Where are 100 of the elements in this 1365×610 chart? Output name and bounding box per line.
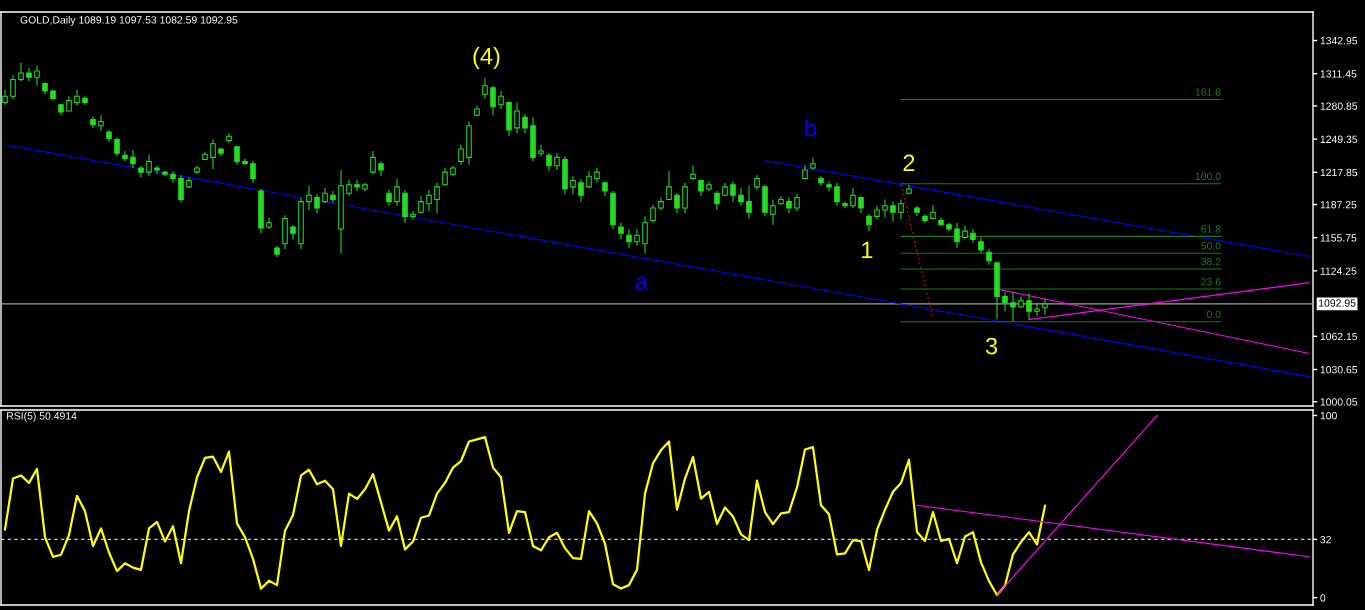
candlestick <box>218 147 224 157</box>
candlestick <box>826 181 832 192</box>
candlestick <box>698 178 704 197</box>
candlestick <box>770 199 776 226</box>
candlestick <box>362 182 368 192</box>
candlestick <box>658 196 664 211</box>
y-tick-label: 32 <box>1320 535 1332 544</box>
candlestick <box>18 62 24 83</box>
y-tick-label: 1249.35 <box>1320 135 1358 143</box>
candlestick <box>706 181 712 192</box>
candlestick <box>42 82 48 95</box>
candlestick <box>594 167 600 184</box>
candlestick <box>482 77 488 99</box>
candlestick <box>250 160 256 184</box>
series-label: 0.0 <box>1206 310 1221 318</box>
candlestick <box>570 175 576 195</box>
annotation: (4) <box>473 47 500 70</box>
candlestick <box>202 151 208 161</box>
candlestick <box>970 228 976 244</box>
candlestick <box>578 178 584 203</box>
candlestick <box>690 165 696 181</box>
candlestick <box>882 199 888 218</box>
y-tick-label: 0 <box>1320 594 1326 602</box>
candlestick <box>818 175 824 187</box>
candlestick <box>146 153 152 177</box>
candlestick <box>618 222 624 241</box>
candlestick <box>346 178 352 197</box>
candlestick <box>914 205 920 217</box>
candlestick <box>458 144 464 166</box>
candlestick <box>282 214 288 250</box>
candlestick <box>330 190 336 204</box>
candlestick <box>434 182 440 214</box>
candlestick <box>666 170 672 201</box>
candlestick <box>874 205 880 221</box>
candlestick <box>522 113 528 134</box>
candlestick <box>810 156 816 171</box>
candlestick <box>82 95 88 106</box>
candlestick <box>426 189 432 212</box>
candlestick <box>242 157 248 166</box>
candlestick <box>50 89 56 102</box>
candlestick <box>514 102 520 134</box>
candlestick <box>890 201 896 223</box>
candlestick <box>98 114 104 132</box>
y-tick-label: 1342.95 <box>1320 37 1358 45</box>
candlestick <box>274 245 280 258</box>
candlestick <box>546 152 552 172</box>
candlestick <box>402 189 408 224</box>
candlestick <box>410 210 416 221</box>
candlestick <box>674 192 680 214</box>
chart-title: GOLD,Daily 1089.19 1097.53 1082.59 1092.95 <box>20 15 238 26</box>
annotation: a <box>635 276 648 290</box>
candlestick <box>930 204 936 221</box>
candlestick <box>642 215 648 254</box>
y-tick-label: 100 <box>1320 411 1337 420</box>
candlestick <box>122 150 128 163</box>
candlestick <box>442 167 448 187</box>
candlestick <box>1042 298 1048 316</box>
candlestick <box>114 136 120 157</box>
candlestick <box>130 149 136 169</box>
candlestick <box>802 164 808 181</box>
candlestick <box>386 189 392 207</box>
y-tick-label: 1217.85 <box>1320 168 1358 177</box>
candlestick <box>722 182 728 197</box>
candlestick <box>226 132 232 144</box>
candlestick <box>866 213 872 232</box>
candlestick <box>978 236 984 254</box>
candlestick <box>682 182 688 214</box>
candlestick <box>2 89 8 106</box>
candlestick <box>850 187 856 209</box>
candlestick <box>714 190 720 211</box>
annotation: 1 <box>862 241 873 259</box>
candlestick <box>898 199 904 221</box>
candlestick <box>26 67 32 83</box>
candlestick <box>730 181 736 203</box>
candlestick <box>738 187 744 207</box>
line-series <box>3 436 1047 597</box>
series-label: 161.8 <box>1195 88 1221 96</box>
candlestick <box>210 138 216 170</box>
candlestick <box>186 176 192 189</box>
series-label: 100.0 <box>1195 172 1221 180</box>
candlestick <box>322 187 328 204</box>
candlestick <box>266 216 272 230</box>
y-tick-label: 1000.05 <box>1320 398 1358 406</box>
series-label: 38.2 <box>1201 257 1221 266</box>
candlestick <box>194 165 200 174</box>
candlestick <box>946 222 952 232</box>
candlestick <box>418 195 424 214</box>
y-tick-label: 1124.25 <box>1320 267 1357 275</box>
candlestick <box>938 216 944 227</box>
candlestick <box>466 121 472 166</box>
candlestick <box>370 150 376 175</box>
candlestick <box>626 228 632 249</box>
candlestick <box>58 103 64 116</box>
candlestick <box>962 225 968 241</box>
candlestick <box>1034 302 1040 317</box>
candlestick <box>554 152 560 171</box>
candlestick <box>162 170 168 177</box>
candlestick <box>498 90 504 110</box>
candlestick <box>178 174 184 204</box>
series-label: 50.0 <box>1201 242 1221 250</box>
